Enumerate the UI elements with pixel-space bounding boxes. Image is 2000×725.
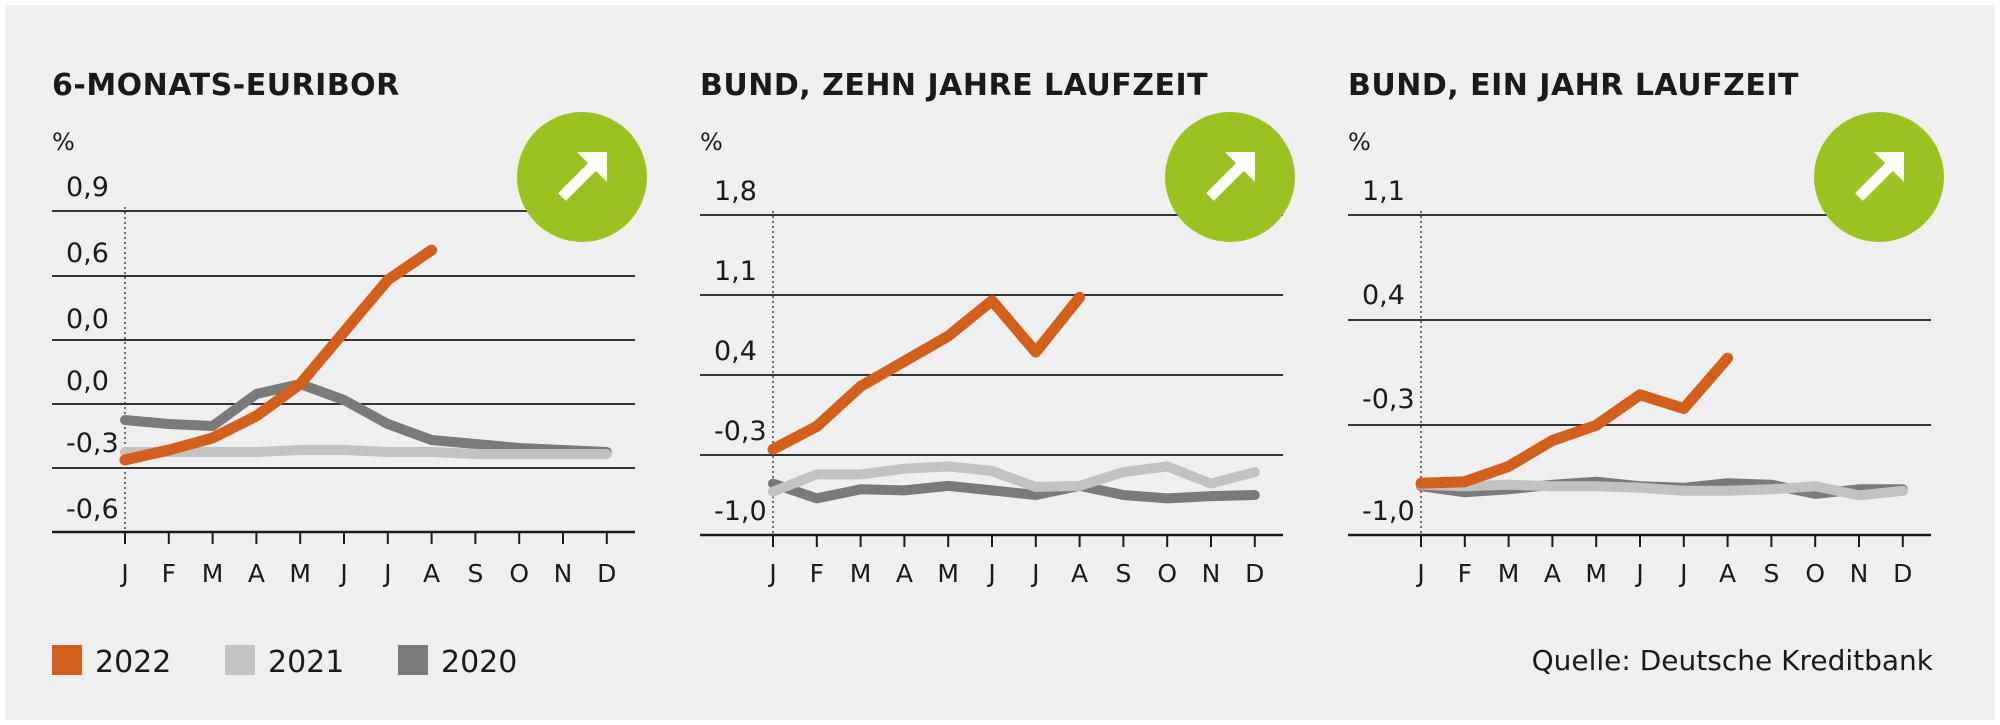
- x-tick-label: J: [1030, 559, 1039, 588]
- legend-label: 2020: [441, 645, 517, 680]
- x-tick-label: J: [767, 559, 776, 588]
- y-tick-label: -0,3: [1362, 384, 1415, 415]
- y-tick-label: 0,0: [66, 304, 109, 335]
- chart-title: BUND, ZEHN JAHRE LAUFZEIT: [700, 68, 1208, 103]
- x-tick-label: A: [423, 559, 440, 588]
- legend-swatch: [52, 645, 82, 675]
- x-tick-label: S: [467, 559, 483, 588]
- series-line-2020: [768, 478, 1260, 504]
- x-tick-label: M: [289, 559, 311, 588]
- x-tick-label: J: [1415, 559, 1424, 588]
- y-tick-label: -1,0: [1362, 496, 1415, 527]
- x-tick-label: N: [1202, 559, 1221, 588]
- x-tick-label: S: [1763, 559, 1779, 588]
- y-tick-label: 1,8: [714, 176, 757, 207]
- x-tick-label: A: [1719, 559, 1736, 588]
- series-line-2022: [119, 244, 438, 466]
- chart-title: BUND, EIN JAHR LAUFZEIT: [1348, 68, 1799, 103]
- x-tick-label: J: [382, 559, 391, 588]
- legend: 2022 2021 2020: [52, 645, 517, 680]
- x-tick-label: M: [202, 559, 224, 588]
- series-line-2020: [120, 379, 612, 457]
- legend-item-2021: 2021: [225, 645, 344, 680]
- chart-1: 6-MONATS-EURIBOR%0,90,60,00,0-0,3-0,6J F M…: [52, 68, 647, 588]
- y-tick-label: -1,0: [714, 496, 767, 527]
- chart-3: BUND, EIN JAHR LAUFZEIT% 1,1 0,4 -0,3 -1,0 J F…: [1348, 68, 1944, 588]
- y-tick-label: -0,3: [714, 416, 767, 447]
- y-tick-label: 1,1: [714, 256, 757, 287]
- x-tick-label: D: [597, 559, 616, 588]
- y-tick-label: 1,1: [1362, 176, 1405, 207]
- y-tick-label: 0,4: [1362, 280, 1405, 311]
- x-tick-label: J: [1678, 559, 1687, 588]
- y-tick-label: 0,6: [66, 238, 109, 269]
- x-tick-label: F: [810, 559, 824, 588]
- y-tick-label: 0,9: [66, 172, 109, 203]
- y-tick-label: -0,3: [66, 428, 119, 459]
- x-tick-label: J: [1634, 559, 1643, 588]
- x-tick-label: M: [937, 559, 959, 588]
- x-tick-label: O: [509, 559, 529, 588]
- unit-label: %: [700, 128, 723, 156]
- x-tick-label: F: [1458, 559, 1472, 588]
- series-line-2021: [1416, 479, 1908, 501]
- source-note: Quelle: Deutsche Kreditbank: [1532, 644, 1934, 677]
- legend-swatch: [225, 645, 255, 675]
- x-tick-label: A: [896, 559, 913, 588]
- x-tick-label: N: [1850, 559, 1869, 588]
- legend-item-2022: 2022: [52, 645, 171, 680]
- series-line-2022: [1415, 352, 1734, 489]
- chart-2: BUND, ZEHN JAHRE LAUFZEIT% 1,8 1,1 0,4 -0,3 -…: [700, 68, 1295, 588]
- x-tick-label: N: [554, 559, 573, 588]
- y-tick-label: -0,6: [66, 494, 119, 525]
- unit-label: %: [52, 128, 75, 156]
- x-tick-label: D: [1893, 559, 1912, 588]
- arrow-up-right-icon: [1814, 112, 1944, 242]
- series-line-2022: [767, 291, 1086, 455]
- arrow-up-right-icon: [1165, 112, 1295, 242]
- x-tick-label: A: [1071, 559, 1088, 588]
- x-tick-label: A: [248, 559, 265, 588]
- y-tick-label: 0,4: [714, 336, 757, 367]
- x-tick-label: A: [1544, 559, 1561, 588]
- legend-item-2020: 2020: [398, 645, 517, 680]
- x-tick-label: J: [119, 559, 128, 588]
- x-tick-label: D: [1245, 559, 1264, 588]
- arrow-up-right-icon: [517, 112, 647, 242]
- legend-label: 2022: [95, 645, 171, 680]
- x-tick-label: O: [1157, 559, 1177, 588]
- series-line-2021: [768, 461, 1260, 497]
- series-line-2021: [120, 445, 612, 459]
- x-tick-label: M: [850, 559, 872, 588]
- x-tick-label: J: [338, 559, 347, 588]
- unit-label: %: [1348, 128, 1371, 156]
- x-tick-label: F: [162, 559, 176, 588]
- background: [5, 5, 1995, 720]
- y-tick-label: 0,0: [66, 366, 109, 397]
- legend-swatch: [398, 645, 428, 675]
- x-tick-label: O: [1805, 559, 1825, 588]
- legend-label: 2021: [268, 645, 344, 680]
- chart-title: 6-MONATS-EURIBOR: [52, 68, 400, 103]
- x-tick-label: S: [1115, 559, 1131, 588]
- x-tick-label: J: [986, 559, 995, 588]
- x-tick-label: M: [1585, 559, 1607, 588]
- x-tick-label: M: [1498, 559, 1520, 588]
